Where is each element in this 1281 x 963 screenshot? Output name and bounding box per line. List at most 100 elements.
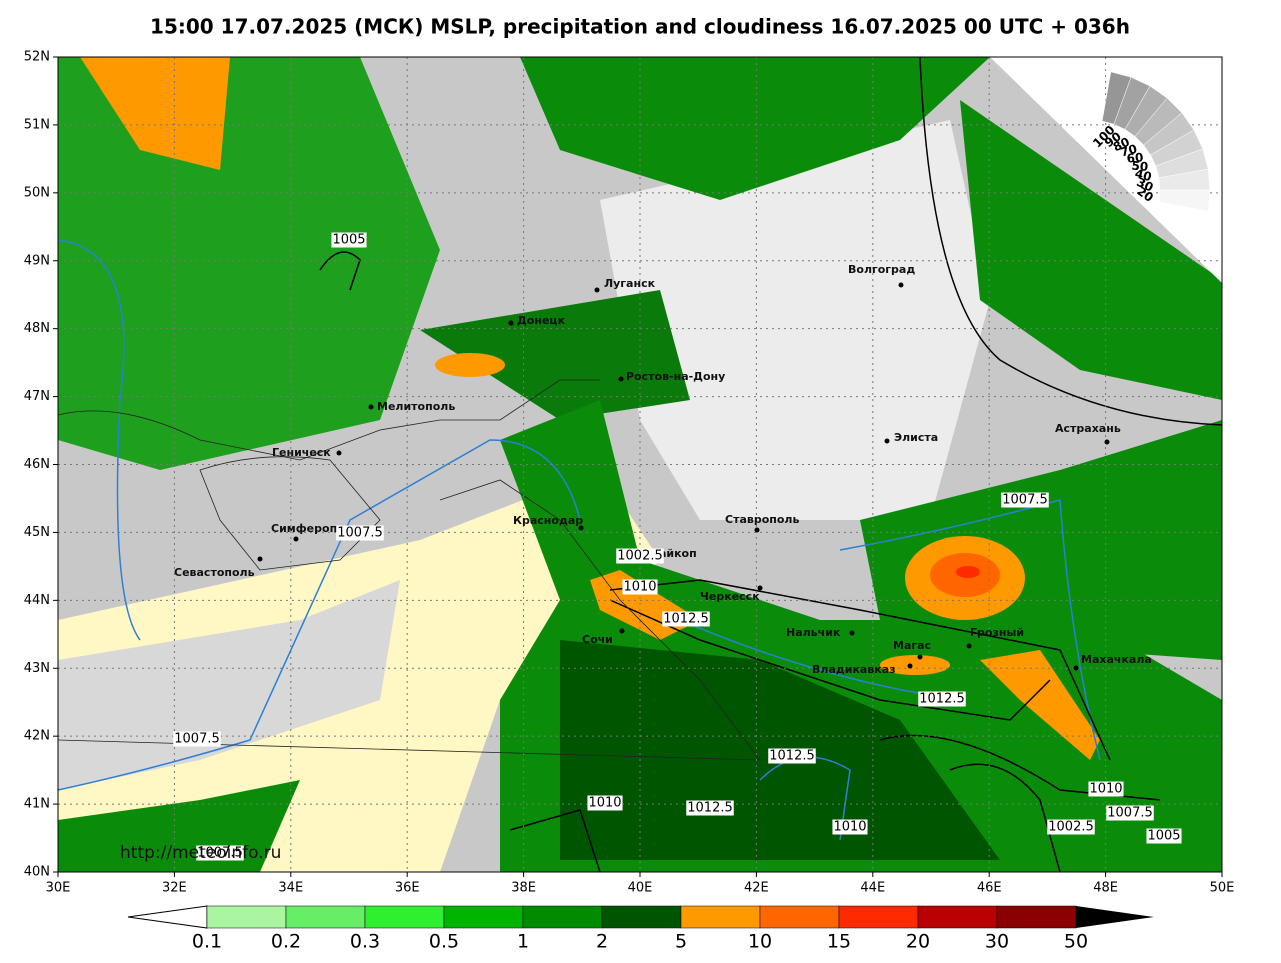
isobar-label: 1012.5 [687, 801, 733, 816]
isobar-label: 1010 [833, 820, 866, 835]
lat-label: 46N [24, 457, 50, 472]
city-label: Краснодар [513, 514, 583, 527]
isobar-label: 1002.5 [1048, 820, 1094, 835]
lon-label: 32E [162, 881, 187, 896]
city-dot [757, 585, 763, 591]
lat-label: 48N [24, 321, 50, 336]
isobar-label: 1005 [1147, 829, 1180, 844]
isobar-label: 1012.5 [663, 612, 709, 627]
lat-label: 47N [24, 389, 50, 404]
city-label: Ставрополь [725, 513, 799, 526]
city-dot [907, 663, 913, 669]
lon-label: 38E [511, 881, 536, 896]
city-label: Черкесск [700, 590, 760, 603]
isobar-label: 1005 [332, 233, 365, 248]
lat-label: 40N [24, 865, 50, 880]
colorbar-label: 30 [985, 931, 1009, 953]
lat-label: 43N [24, 661, 50, 676]
city-dot [966, 643, 972, 649]
isobar-label: 1007.5 [197, 846, 243, 861]
lon-label: 36E [395, 881, 420, 896]
city-label: Донецк [517, 314, 566, 327]
colorbar-label: 0.1 [192, 931, 222, 953]
lon-label: 50E [1210, 881, 1235, 896]
isobar-label-bg [1088, 781, 1124, 797]
colorbar-swatch [601, 905, 682, 929]
isobar-label-bg [622, 579, 658, 595]
isobar-label-bg [662, 611, 710, 627]
colorbar-swatch [680, 905, 761, 929]
isobar-label-bg [1047, 819, 1095, 835]
city-dot [594, 287, 600, 293]
colorbar-swatch [522, 905, 603, 929]
city-dot [849, 630, 855, 636]
colorbar-swatch [206, 905, 287, 929]
colorbar-swatch [996, 905, 1077, 929]
city-label: Геническ [272, 446, 331, 459]
isobar-label: 1002.5 [617, 549, 663, 564]
city-dot [619, 628, 625, 634]
city-label: Элиста [894, 431, 938, 444]
colorbar-label: 2 [596, 931, 608, 953]
isobar-label-bg [331, 232, 367, 248]
cloud-scale-label: 30 [1134, 175, 1155, 195]
colorbar-label: 1 [517, 931, 529, 953]
isobar-label: 1007.5 [1002, 493, 1048, 508]
colorbar-over [1076, 906, 1154, 928]
source-label: http://meteoinfo.ru [120, 843, 281, 863]
isobar-label-bg [173, 731, 221, 747]
isobar-label-bg [768, 748, 816, 764]
city-label: Луганск [604, 277, 656, 290]
isobar-label-bg [336, 525, 384, 541]
lat-label: 45N [24, 525, 50, 540]
lat-label: 52N [24, 50, 50, 65]
isobar-label: 1010 [1089, 782, 1122, 797]
cloud-scale-label: 50 [1131, 159, 1149, 174]
lon-label: 48E [1093, 881, 1118, 896]
isobar-label-bg [587, 795, 623, 811]
colorbar-label: 20 [906, 931, 930, 953]
lat-label: 51N [24, 117, 50, 132]
isobar-label-bg [1106, 805, 1154, 821]
lat-label: 41N [24, 797, 50, 812]
lon-label: 42E [744, 881, 769, 896]
lon-label: 40E [628, 881, 653, 896]
cloud-scale-label: 60 [1126, 150, 1144, 165]
colorbar-label: 10 [748, 931, 772, 953]
city-label: Нальчик [786, 626, 841, 639]
city-dot [1104, 439, 1110, 445]
city-dot [754, 527, 760, 533]
city-label: Мелитополь [377, 400, 455, 413]
city-dot [336, 450, 342, 456]
colorbar-label: 50 [1064, 931, 1088, 953]
isobar-label: 1010 [623, 580, 656, 595]
city-label: Сочи [582, 633, 613, 646]
isobar-label-bg [1146, 828, 1182, 844]
colorbar-swatch [917, 905, 998, 929]
colorbar-swatch [364, 905, 445, 929]
cloud-scale-label: 40 [1133, 166, 1153, 184]
isobar-label: 1012.5 [769, 749, 815, 764]
city-label: Грозный [970, 626, 1024, 639]
city-label: Владикавказ [812, 663, 896, 676]
city-dot [578, 525, 584, 531]
city-dot [1073, 665, 1079, 671]
colorbar-swatch [285, 905, 366, 929]
city-label: Ростов-на-Дону [626, 370, 725, 383]
lat-label: 50N [24, 185, 50, 200]
isobar-label: 1010 [588, 796, 621, 811]
lat-label: 49N [24, 253, 50, 268]
city-dot [257, 556, 263, 562]
colorbar-label: 15 [827, 931, 851, 953]
isobar-label-bg [616, 548, 664, 564]
lon-label: 46E [977, 881, 1002, 896]
colorbar-under [127, 905, 208, 929]
isobar-label-bg [832, 819, 868, 835]
city-label: Махачкала [1081, 653, 1152, 666]
colorbar-label: 5 [675, 931, 687, 953]
isobar-label-bg [918, 691, 966, 707]
title: 15:00 17.07.2025 (МСК) MSLP, precipitati… [150, 15, 1130, 39]
lat-label: 42N [24, 729, 50, 744]
